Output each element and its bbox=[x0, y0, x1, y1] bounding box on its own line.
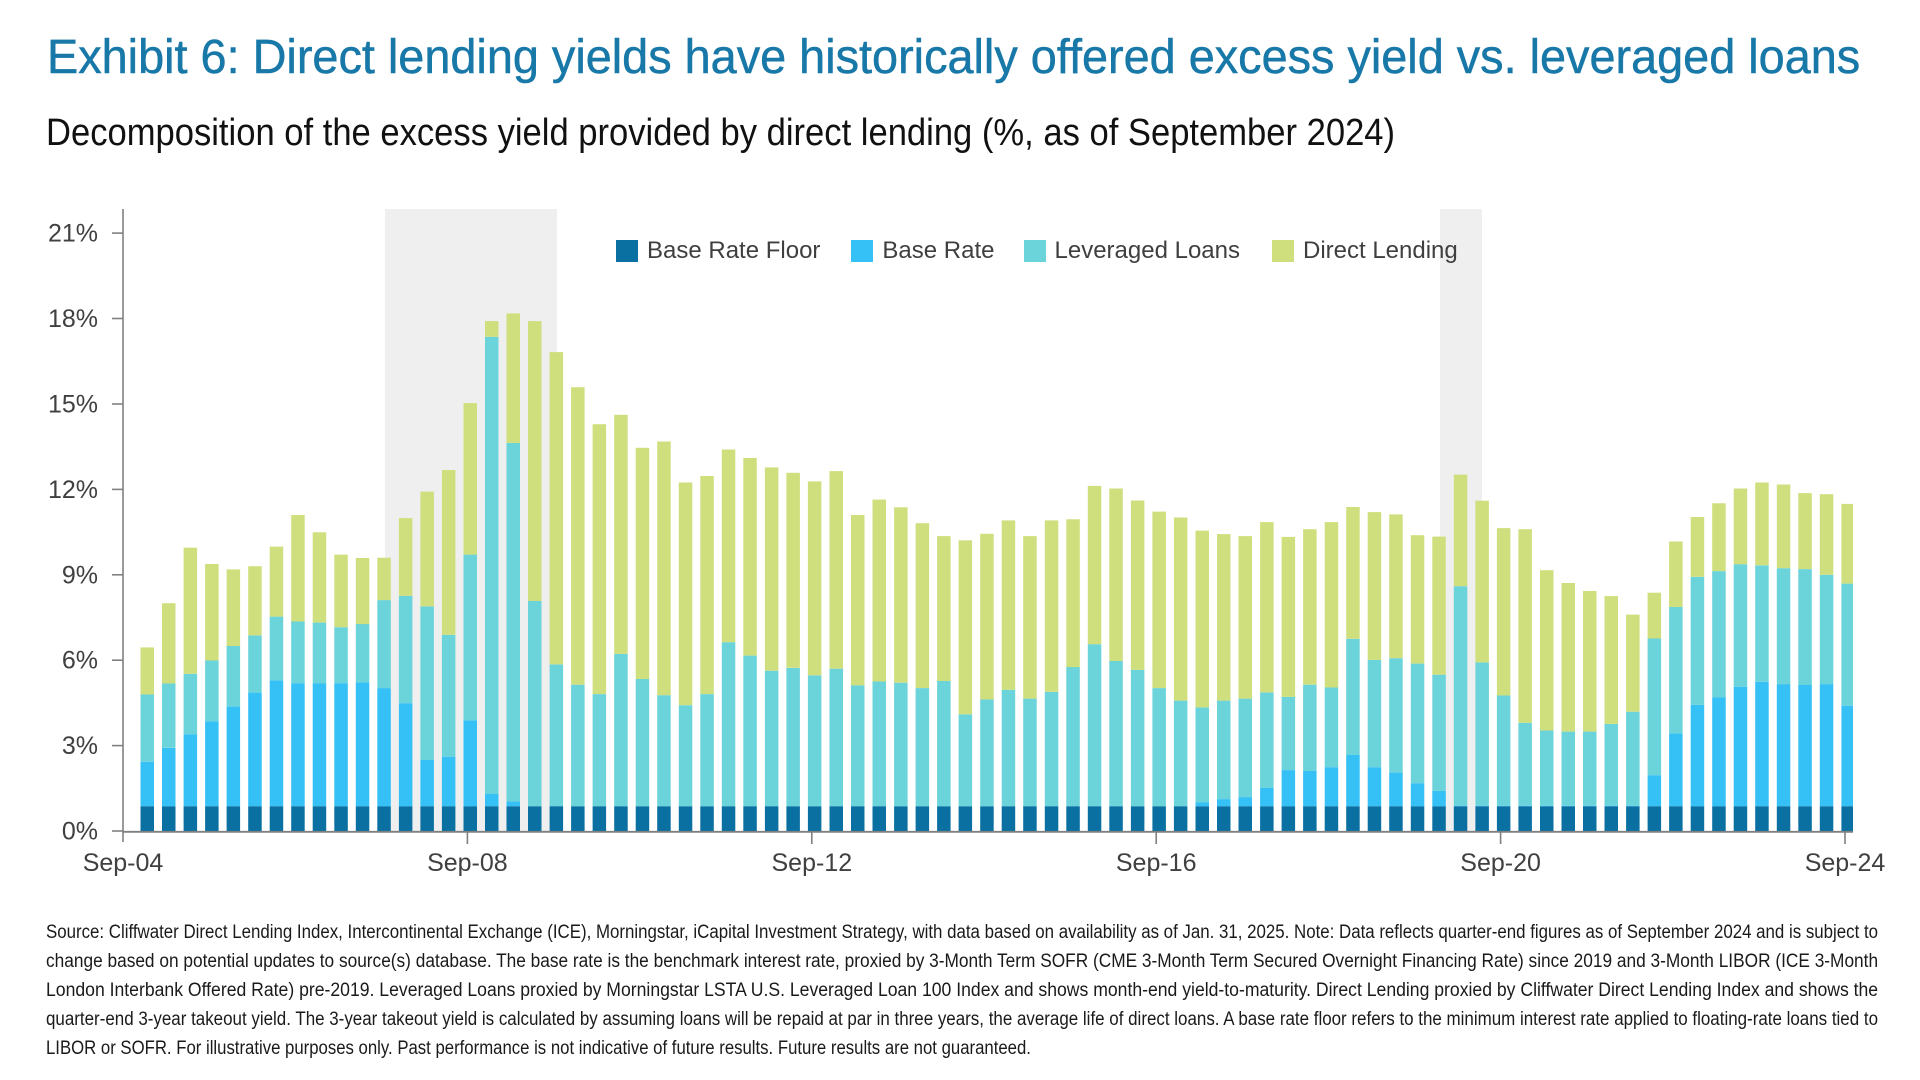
svg-text:Sep-20: Sep-20 bbox=[1460, 849, 1541, 877]
svg-text:0%: 0% bbox=[62, 818, 98, 846]
svg-text:15%: 15% bbox=[48, 391, 98, 419]
svg-text:Sep-24: Sep-24 bbox=[1805, 849, 1886, 877]
svg-text:9%: 9% bbox=[62, 561, 98, 589]
svg-text:18%: 18% bbox=[48, 305, 98, 333]
svg-text:Sep-16: Sep-16 bbox=[1116, 849, 1197, 877]
svg-text:Sep-04: Sep-04 bbox=[83, 849, 164, 877]
svg-text:12%: 12% bbox=[48, 476, 98, 504]
svg-text:3%: 3% bbox=[62, 732, 98, 760]
svg-text:Sep-08: Sep-08 bbox=[427, 849, 508, 877]
svg-text:6%: 6% bbox=[62, 647, 98, 675]
svg-text:Sep-12: Sep-12 bbox=[771, 849, 852, 877]
svg-text:21%: 21% bbox=[48, 220, 98, 248]
